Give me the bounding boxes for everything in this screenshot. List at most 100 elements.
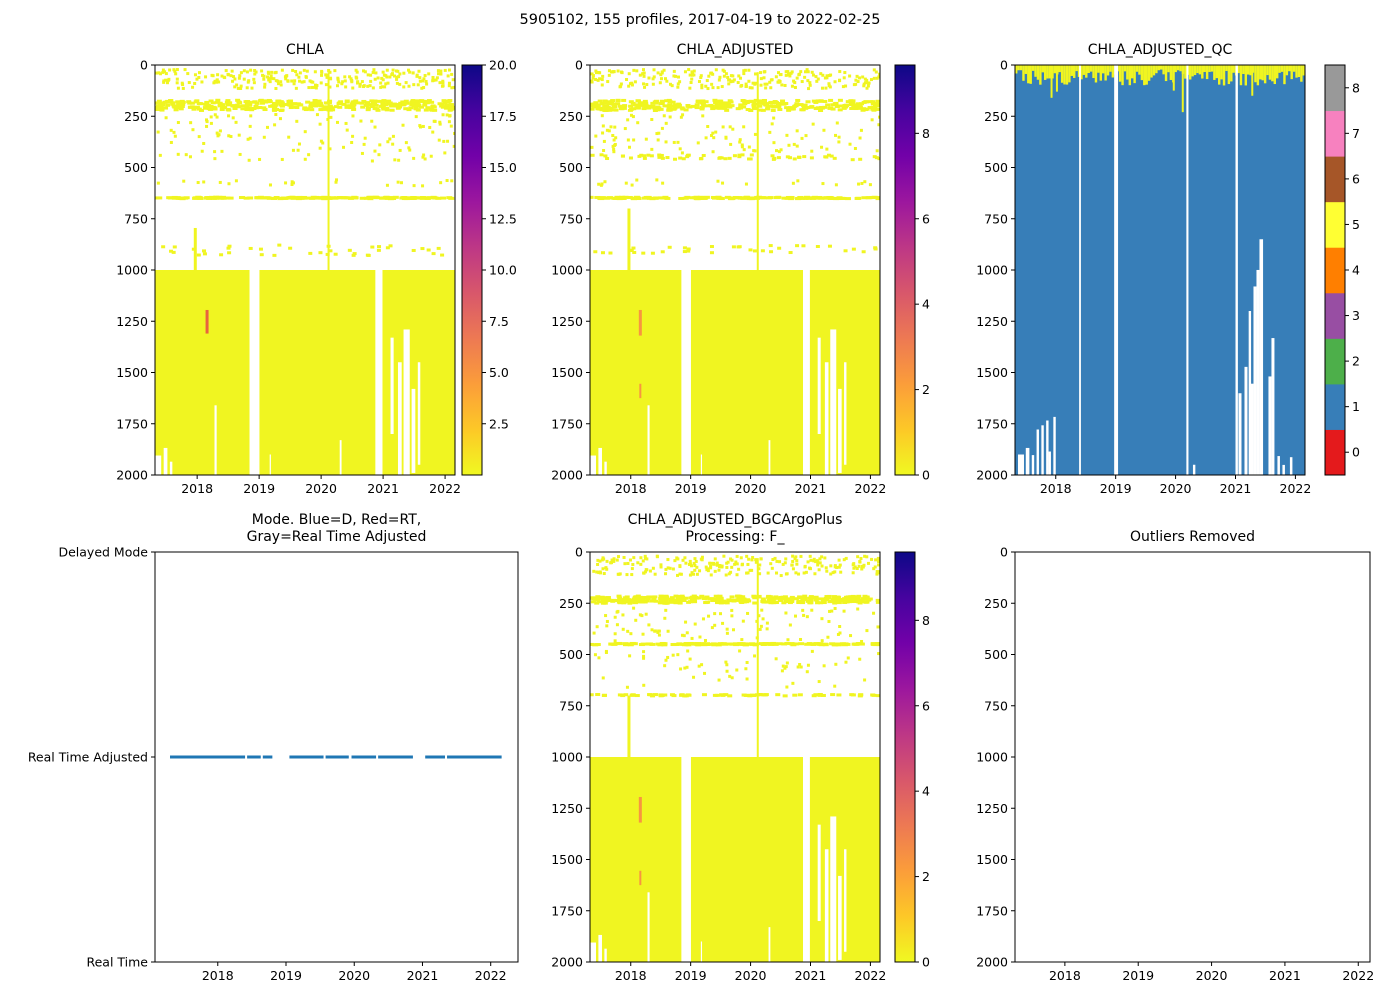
chart-chla-adjusted: 2018 2019 2020 2021 2022 0 250 500 750 1000 1250 15… [551, 42, 930, 496]
x-tick-label: 2021 [407, 968, 439, 983]
colorbar-tick-label: 8 [1352, 80, 1360, 95]
colorbar-tick-label: 2 [922, 382, 930, 397]
colorbar-segment [1325, 201, 1345, 248]
column [1058, 65, 1061, 73]
x-tick-label: 2020 [735, 968, 767, 983]
column [1131, 65, 1134, 79]
gap [803, 270, 810, 475]
column [1041, 425, 1044, 475]
chart-title: CHLA [286, 42, 324, 58]
data-block [155, 270, 455, 475]
colorbar-tick-label: 10.0 [489, 263, 517, 278]
gap [417, 362, 421, 465]
x-tick-label: 2020 [338, 968, 370, 983]
chart-title: CHLA_ADJUSTED [677, 42, 794, 58]
colorbar-tick-label: 5 [1352, 217, 1360, 232]
colorbar [895, 552, 915, 962]
gap [817, 337, 821, 434]
column [1162, 65, 1165, 75]
column [1073, 65, 1076, 78]
chart-mode: 2018 2019 2020 2021 2022 Real Time Real Time A… [28, 512, 519, 983]
chart-title: CHLA_ADJUSTED_BGCArgoPlus [628, 512, 843, 528]
column [1063, 65, 1066, 85]
gap [214, 405, 217, 475]
column [1277, 456, 1280, 475]
y-tick-label: 1000 [976, 263, 1008, 278]
y-tick-label: 250 [124, 109, 148, 124]
column [1295, 65, 1298, 78]
column [1044, 65, 1047, 80]
x-tick-label: 2019 [1100, 481, 1132, 496]
colorbar-tick-label: 0 [922, 955, 930, 970]
chart-title: Gray=Real Time Adjusted [247, 529, 427, 545]
colorbar-tick-label: 8 [922, 613, 930, 628]
column [1087, 65, 1090, 74]
colorbar-border [894, 64, 916, 476]
x-tick-label: 2018 [1049, 968, 1081, 983]
column [1053, 65, 1057, 74]
column [1189, 65, 1192, 80]
column [1036, 429, 1039, 475]
column [1203, 65, 1206, 73]
column [1034, 65, 1037, 77]
x-tick-label: 2021 [795, 968, 827, 983]
column [1271, 65, 1274, 82]
colorbar-tick-label: 0 [922, 468, 930, 483]
column [1220, 65, 1223, 80]
y-tick-label: 500 [984, 160, 1008, 175]
column [1215, 65, 1218, 79]
column [1282, 464, 1285, 475]
gap [1114, 65, 1119, 475]
gap [817, 824, 821, 921]
x-tick-label: 2022 [1280, 481, 1312, 496]
colorbar-tick-label: 5.0 [489, 365, 509, 380]
column [1036, 65, 1040, 80]
y-tick-label: 500 [984, 647, 1008, 662]
column [1143, 65, 1146, 86]
x-tick-label: 2018 [181, 481, 213, 496]
y-tick-label: 500 [559, 160, 583, 175]
y-tick-label: 2000 [116, 468, 148, 483]
column [1218, 65, 1221, 85]
gap [824, 849, 829, 962]
y-tick-label: 750 [559, 698, 583, 713]
y-tick-label: 1250 [551, 801, 583, 816]
gap [169, 461, 173, 475]
colorbar-tick-label: 12.5 [489, 211, 517, 226]
colorbar-border [894, 551, 916, 963]
y-tick-label: 750 [984, 211, 1008, 226]
y-tick-label: 1000 [551, 263, 583, 278]
y-tick-label: 500 [559, 647, 583, 662]
y-tick-label: 0 [575, 58, 583, 73]
colorbar-segment [1325, 338, 1345, 385]
x-tick-label: 2020 [305, 481, 337, 496]
colorbar-segment [1325, 65, 1345, 112]
y-tick-label: 250 [559, 109, 583, 124]
column [1109, 65, 1112, 72]
gap [844, 362, 847, 465]
column [1123, 65, 1127, 72]
y-tick-label: 0 [575, 545, 583, 560]
y-tick-label: 1250 [976, 801, 1008, 816]
gap [249, 270, 260, 475]
colorbar-tick-label: 7 [1352, 126, 1360, 141]
x-tick-label: 2022 [855, 481, 887, 496]
colorbar-tick-label: 7.5 [489, 314, 509, 329]
x-tick-label: 2020 [1196, 968, 1228, 983]
column [1244, 366, 1248, 475]
gap [390, 337, 394, 434]
y-tick-label: 1250 [976, 314, 1008, 329]
y-tick-label: 2000 [976, 468, 1008, 483]
column [1024, 65, 1028, 74]
chart-title: Processing: F_ [686, 529, 786, 545]
data-layer-gaps [590, 757, 847, 962]
column [1046, 65, 1049, 79]
data-layer-speckles [590, 554, 880, 698]
column [1210, 65, 1214, 72]
y-tick-label: 1250 [551, 314, 583, 329]
column [1169, 65, 1173, 80]
column [1280, 65, 1284, 72]
colorbar-segment [1325, 110, 1345, 157]
column [1128, 65, 1131, 86]
gap [647, 405, 650, 475]
